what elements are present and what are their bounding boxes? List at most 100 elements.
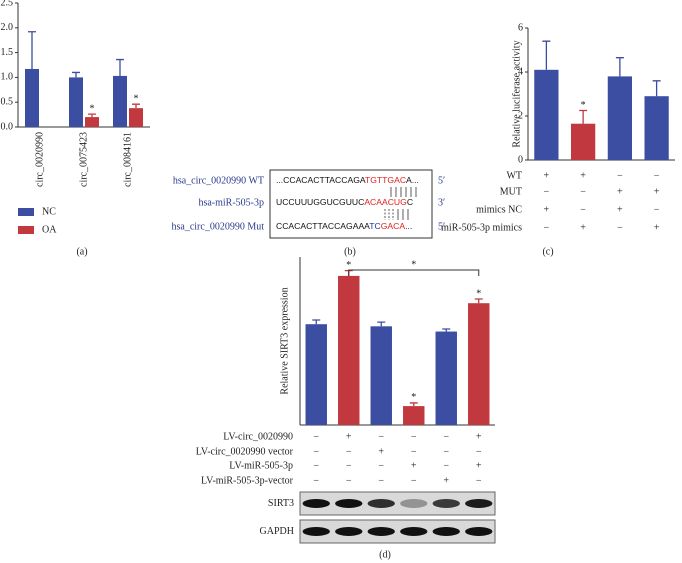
condition-mark: −	[476, 475, 482, 486]
bar	[468, 303, 490, 425]
condition-mark: −	[443, 431, 449, 442]
sequence: CCACACTTACCAGAAATCGACA...	[276, 221, 412, 231]
condition-label: LV-miR-505-3p	[229, 460, 293, 471]
error-bar	[474, 298, 483, 304]
blot-band	[465, 499, 493, 508]
panel-label: (b)	[344, 246, 356, 257]
sequence: UCCUUUGGUCGUUCACAACUGC	[276, 197, 413, 207]
condition-label: WT	[506, 170, 522, 181]
bar	[338, 275, 360, 425]
sequence-segment: TC	[369, 221, 380, 231]
bar	[534, 69, 559, 160]
condition-label: LV-circ_0020990	[223, 431, 293, 442]
panel-label: (c)	[542, 246, 553, 257]
condition-mark: +	[617, 204, 623, 215]
condition-label: mimics NC	[476, 204, 522, 215]
condition-mark: +	[443, 475, 449, 486]
y-tick-label: 0	[518, 154, 523, 165]
sequence-segment: ...	[405, 221, 412, 231]
significance-star: *	[134, 93, 139, 104]
sequence-segment: ...CCACACTTACCAGA	[276, 175, 366, 185]
condition-mark: −	[313, 475, 319, 486]
bar	[85, 117, 99, 127]
bar	[644, 96, 669, 160]
sequence-segment: GACA	[381, 221, 406, 231]
bar	[305, 324, 327, 425]
condition-label: miR-505-3p mimics	[441, 222, 522, 233]
condition-mark: −	[346, 475, 352, 486]
bar	[370, 326, 392, 425]
condition-mark: −	[476, 446, 482, 457]
error-bar	[409, 402, 418, 407]
bar	[129, 108, 143, 127]
blot-band	[367, 527, 395, 536]
legend-label: OA	[42, 224, 57, 235]
condition-label: LV-circ_0020990 vector	[196, 446, 294, 457]
bar	[113, 75, 127, 127]
condition-mark: −	[378, 475, 384, 486]
blot-band	[432, 527, 460, 536]
condition-mark: −	[313, 446, 319, 457]
x-tick-label: circ_0084161	[122, 132, 133, 187]
sequence-end: 5′	[438, 175, 445, 186]
blot-band	[432, 499, 460, 508]
sequence-segment: UCCUUUGGUCGUUC	[276, 197, 364, 207]
blot-band	[302, 499, 330, 508]
bar	[570, 123, 596, 160]
condition-mark: −	[411, 446, 417, 457]
condition-mark: −	[411, 431, 417, 442]
y-tick-label: 1.5	[1, 47, 14, 58]
blot-band	[400, 499, 428, 508]
y-tick-label: 1.0	[1, 72, 14, 83]
condition-mark: −	[617, 222, 623, 233]
bar	[435, 331, 457, 425]
panel-label: (d)	[379, 549, 391, 560]
bar	[69, 77, 83, 127]
blot-band	[367, 499, 395, 508]
condition-mark: −	[443, 446, 449, 457]
error-bar	[132, 103, 140, 109]
sequence-segment: ACAACUG	[364, 197, 407, 207]
bar	[25, 68, 39, 127]
condition-mark: +	[654, 222, 660, 233]
condition-mark: −	[544, 186, 550, 197]
condition-mark: −	[544, 222, 550, 233]
condition-mark: +	[378, 446, 384, 457]
y-tick-label: 6	[518, 22, 523, 33]
bar	[403, 406, 425, 425]
y-tick-label: 0.0	[1, 121, 14, 132]
blot-label: SIRT3	[268, 498, 294, 509]
blot-band	[335, 499, 363, 508]
condition-mark: +	[544, 204, 550, 215]
condition-mark: +	[580, 170, 586, 181]
pairing-lines	[384, 187, 417, 220]
error-bar	[28, 31, 36, 69]
comparison-star: *	[411, 259, 416, 270]
condition-mark: −	[346, 460, 352, 471]
condition-mark: −	[580, 204, 586, 215]
y-tick-label: 2.0	[1, 22, 14, 33]
blot-band	[302, 527, 330, 536]
significance-star: *	[411, 392, 416, 403]
error-bar	[615, 57, 624, 77]
significance-star: *	[581, 100, 586, 111]
condition-mark: +	[617, 186, 623, 197]
significance-star: *	[476, 288, 481, 299]
y-axis-label: Relative SIRT3 expression	[279, 287, 290, 394]
condition-label: MUT	[500, 186, 522, 197]
error-bar	[652, 80, 661, 97]
blot-frame	[299, 519, 496, 544]
legend-label: NC	[42, 206, 56, 217]
sequence-segment: TGTTGAC	[365, 175, 406, 185]
blot-band	[400, 527, 428, 536]
condition-mark: +	[411, 460, 417, 471]
y-tick-label: 2	[518, 110, 523, 121]
error-bar	[72, 71, 80, 78]
condition-mark: −	[378, 431, 384, 442]
error-bar	[116, 58, 124, 76]
condition-mark: +	[580, 222, 586, 233]
condition-mark: −	[617, 170, 623, 181]
condition-mark: −	[443, 460, 449, 471]
condition-mark: +	[476, 431, 482, 442]
